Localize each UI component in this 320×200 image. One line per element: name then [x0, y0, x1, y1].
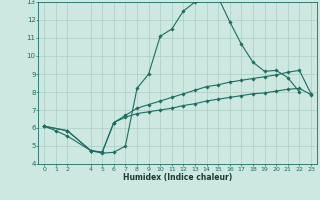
X-axis label: Humidex (Indice chaleur): Humidex (Indice chaleur): [123, 173, 232, 182]
